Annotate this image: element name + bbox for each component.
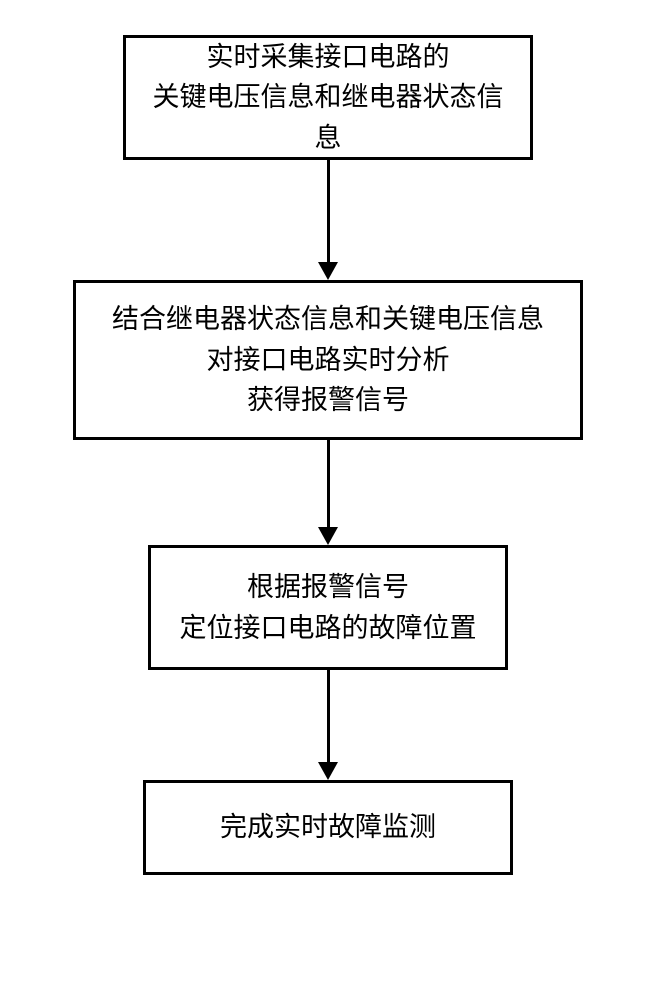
box-1-line-2: 关键电压信息和继电器状态信息 <box>146 77 510 158</box>
box-2-line-3: 获得报警信号 <box>247 380 409 421</box>
box-3-line-1: 根据报警信号 <box>247 567 409 608</box>
flowchart-box-3: 根据报警信号 定位接口电路的故障位置 <box>148 545 508 670</box>
box-2-line-1: 结合继电器状态信息和关键电压信息 <box>112 299 544 340</box>
flowchart-box-2: 结合继电器状态信息和关键电压信息 对接口电路实时分析 获得报警信号 <box>73 280 583 440</box>
arrow-line <box>327 160 330 262</box>
arrow-line <box>327 670 330 762</box>
flowchart-box-1: 实时采集接口电路的 关键电压信息和继电器状态信息 <box>123 35 533 160</box>
flowchart-arrow-1 <box>318 160 338 280</box>
arrow-head-icon <box>318 527 338 545</box>
arrow-head-icon <box>318 762 338 780</box>
box-1-line-1: 实时采集接口电路的 <box>207 37 450 78</box>
arrow-head-icon <box>318 262 338 280</box>
flowchart-box-4: 完成实时故障监测 <box>143 780 513 875</box>
box-4-line-1: 完成实时故障监测 <box>220 807 436 848</box>
arrow-line <box>327 440 330 527</box>
flowchart-container: 实时采集接口电路的 关键电压信息和继电器状态信息 结合继电器状态信息和关键电压信… <box>73 35 583 875</box>
flowchart-arrow-2 <box>318 440 338 545</box>
box-2-line-2: 对接口电路实时分析 <box>207 340 450 381</box>
flowchart-arrow-3 <box>318 670 338 780</box>
box-3-line-2: 定位接口电路的故障位置 <box>180 608 477 649</box>
